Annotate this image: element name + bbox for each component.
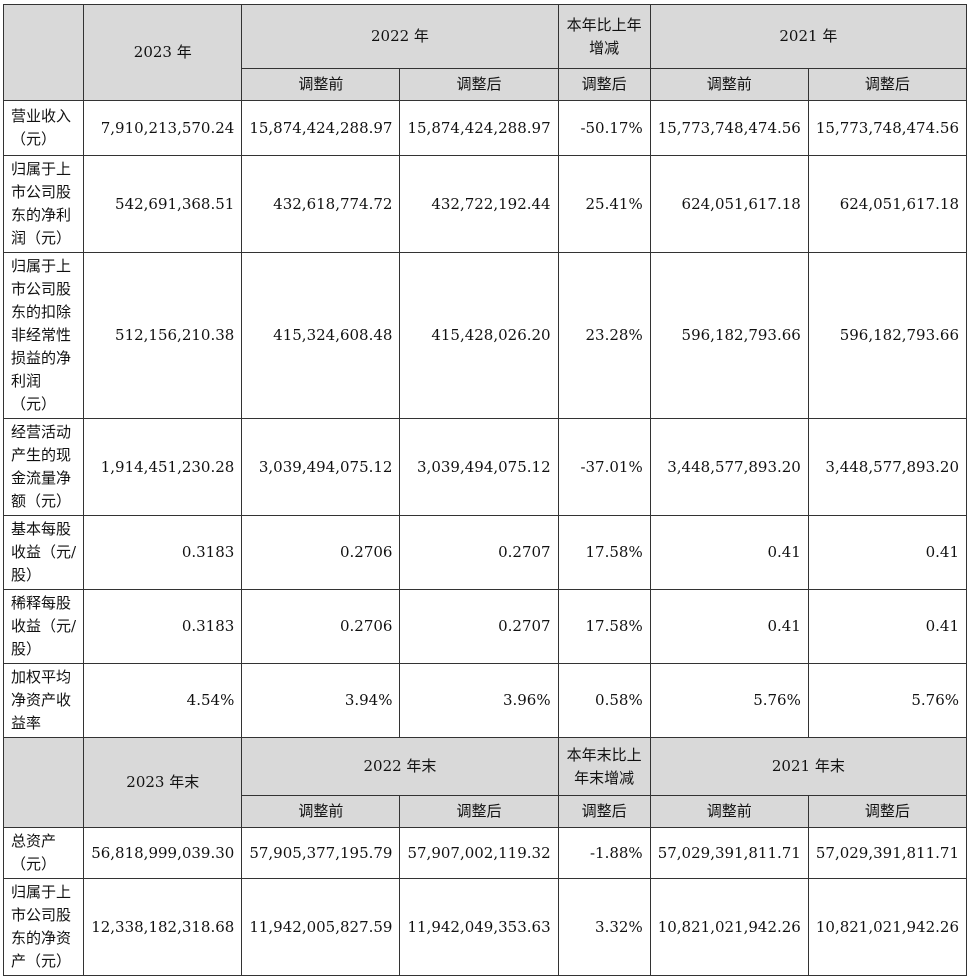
col-2021-before: 调整前 (649, 68, 809, 101)
col-2021: 2021 年 (649, 4, 967, 69)
col-2022-end-after: 调整后 (399, 795, 559, 828)
cell-2022-before: 432,618,774.72 (241, 155, 401, 253)
cell-yoy: 23.28% (557, 252, 651, 419)
cell-2021-before: 5.76% (649, 663, 809, 738)
col-2021-after: 调整后 (807, 68, 967, 101)
cell-yoy: 3.32% (557, 878, 651, 976)
table-row: 基本每股收益（元/股） 0.3183 0.2706 0.2707 17.58% … (2, 515, 967, 590)
cell-2022-after: 3,039,494,075.12 (399, 418, 559, 516)
cell-2021-after: 3,448,577,893.20 (807, 418, 967, 516)
key-financial-data-table: 2023 年 2022 年 本年比上年增减 2021 年 调整前 调整后 调整后… (2, 4, 967, 976)
cell-2021-after: 15,773,748,474.56 (807, 100, 967, 156)
row-label: 归属于上市公司股东的扣除非经常性损益的净利润（元） (2, 252, 85, 419)
cell-2021-before: 0.41 (649, 515, 809, 590)
cell-2021-before: 15,773,748,474.56 (649, 100, 809, 156)
table-row: 稀释每股收益（元/股） 0.3183 0.2706 0.2707 17.58% … (2, 589, 967, 664)
row-label: 总资产（元） (2, 827, 85, 879)
table-row: 归属于上市公司股东的净资产（元） 12,338,182,318.68 11,94… (2, 878, 967, 976)
cell-2023: 56,818,999,039.30 (83, 827, 243, 879)
cell-yoy: -1.88% (557, 827, 651, 879)
cell-2021-before: 10,821,021,942.26 (649, 878, 809, 976)
cell-2022-before: 415,324,608.48 (241, 252, 401, 419)
cell-2022-before: 3.94% (241, 663, 401, 738)
col-2023: 2023 年 (83, 4, 243, 101)
row-label: 稀释每股收益（元/股） (2, 589, 85, 664)
cell-2022-after: 0.2707 (399, 515, 559, 590)
header-row-2: 2023 年末 2022 年末 本年末比上年末增减 2021 年末 (2, 737, 967, 828)
col-yoy-end: 本年末比上年末增减 (557, 737, 651, 796)
header-row-1-sub: 调整前 调整后 调整后 调整前 调整后 (4, 68, 967, 101)
cell-2023: 4.54% (83, 663, 243, 738)
table-row: 归属于上市公司股东的扣除非经常性损益的净利润（元） 512,156,210.38… (2, 252, 967, 419)
cell-2022-after: 15,874,424,288.97 (399, 100, 559, 156)
row-label: 加权平均净资产收益率 (2, 663, 85, 738)
cell-2023: 1,914,451,230.28 (83, 418, 243, 516)
row-label: 经营活动产生的现金流量净额（元） (2, 418, 85, 516)
cell-2022-before: 15,874,424,288.97 (241, 100, 401, 156)
cell-2023: 0.3183 (83, 515, 243, 590)
table-row: 总资产（元） 56,818,999,039.30 57,905,377,195.… (2, 827, 967, 879)
cell-2023: 542,691,368.51 (83, 155, 243, 253)
cell-yoy: -37.01% (557, 418, 651, 516)
financial-table-container: 2023 年 2022 年 本年比上年增减 2021 年 调整前 调整后 调整后… (2, 4, 967, 976)
row-label: 归属于上市公司股东的净利润（元） (2, 155, 85, 253)
col-2023-end: 2023 年末 (83, 737, 243, 828)
cell-2021-after: 57,029,391,811.71 (807, 827, 967, 879)
cell-2021-before: 596,182,793.66 (649, 252, 809, 419)
table-row: 归属于上市公司股东的净利润（元） 542,691,368.51 432,618,… (2, 155, 967, 253)
cell-yoy: 25.41% (557, 155, 651, 253)
col-2022-end: 2022 年末 (241, 737, 559, 796)
cell-2023: 512,156,210.38 (83, 252, 243, 419)
cell-2021-before: 0.41 (649, 589, 809, 664)
col-2022-before: 调整前 (241, 68, 401, 101)
cell-2021-after: 596,182,793.66 (807, 252, 967, 419)
cell-2021-before: 3,448,577,893.20 (649, 418, 809, 516)
row-label: 营业收入（元） (2, 100, 85, 156)
cell-2022-before: 0.2706 (241, 589, 401, 664)
col-2021-end: 2021 年末 (649, 737, 967, 796)
cell-2021-after: 0.41 (807, 515, 967, 590)
cell-2023: 7,910,213,570.24 (83, 100, 243, 156)
cell-2022-after: 57,907,002,119.32 (399, 827, 559, 879)
col-2021-end-after: 调整后 (807, 795, 967, 828)
cell-2021-after: 624,051,617.18 (807, 155, 967, 253)
row-label: 基本每股收益（元/股） (2, 515, 85, 590)
cell-2021-after: 10,821,021,942.26 (807, 878, 967, 976)
col-yoy: 本年比上年增减 (557, 4, 651, 69)
col-2022: 2022 年 (241, 4, 559, 69)
cell-2021-after: 5.76% (807, 663, 967, 738)
header-row-2-sub: 调整前 调整后 调整后 调整前 调整后 (4, 795, 967, 828)
cell-yoy: 0.58% (557, 663, 651, 738)
cell-2022-after: 415,428,026.20 (399, 252, 559, 419)
cell-2021-before: 57,029,391,811.71 (649, 827, 809, 879)
col-yoy-end-after: 调整后 (557, 795, 651, 828)
cell-2022-before: 57,905,377,195.79 (241, 827, 401, 879)
cell-2021-before: 624,051,617.18 (649, 155, 809, 253)
cell-2022-after: 0.2707 (399, 589, 559, 664)
cell-2022-before: 0.2706 (241, 515, 401, 590)
cell-2022-after: 11,942,049,353.63 (399, 878, 559, 976)
table-row: 营业收入（元） 7,910,213,570.24 15,874,424,288.… (2, 100, 967, 156)
table-row: 加权平均净资产收益率 4.54% 3.94% 3.96% 0.58% 5.76%… (2, 663, 967, 738)
cell-yoy: -50.17% (557, 100, 651, 156)
cell-2022-after: 432,722,192.44 (399, 155, 559, 253)
cell-2023: 0.3183 (83, 589, 243, 664)
corner-cell-2 (2, 737, 85, 828)
col-2022-end-before: 调整前 (241, 795, 401, 828)
cell-2023: 12,338,182,318.68 (83, 878, 243, 976)
cell-2022-before: 11,942,005,827.59 (241, 878, 401, 976)
cell-2021-after: 0.41 (807, 589, 967, 664)
table-row: 经营活动产生的现金流量净额（元） 1,914,451,230.28 3,039,… (2, 418, 967, 516)
col-yoy-after: 调整后 (557, 68, 651, 101)
cell-2022-before: 3,039,494,075.12 (241, 418, 401, 516)
cell-yoy: 17.58% (557, 589, 651, 664)
cell-2022-after: 3.96% (399, 663, 559, 738)
row-label: 归属于上市公司股东的净资产（元） (2, 878, 85, 976)
cell-yoy: 17.58% (557, 515, 651, 590)
col-2021-end-before: 调整前 (649, 795, 809, 828)
col-2022-after: 调整后 (399, 68, 559, 101)
header-row-1: 2023 年 2022 年 本年比上年增减 2021 年 (2, 4, 967, 101)
corner-cell (2, 4, 85, 101)
